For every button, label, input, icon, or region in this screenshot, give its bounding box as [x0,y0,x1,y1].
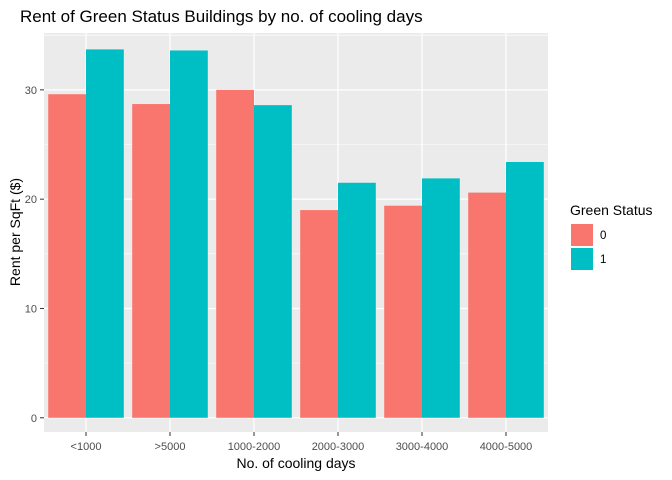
legend: Green Status 0 1 [570,202,653,270]
bar-series-1-2000-3000 [338,182,376,418]
bar-series-0-<1000 [48,94,86,418]
x-axis: <1000 >5000 1000-2000 2000-3000 3000-4000 400… [71,432,533,453]
y-tick-label: 0 [31,413,37,425]
y-tick-label: 20 [25,194,37,206]
plot-panel [44,33,548,432]
x-tick-label: 1000-2000 [228,441,281,453]
bars [48,49,544,418]
bar-series-0-1000-2000 [216,89,254,418]
bar-series-1-3000-4000 [422,178,460,418]
bar-series-0-3000-4000 [384,205,422,418]
y-axis: 0 10 20 30 [25,85,44,425]
legend-key-0 [571,224,593,246]
bar-series-0-2000-3000 [300,210,338,418]
bar-series-0->5000 [132,104,170,418]
bar-series-1-4000-5000 [506,161,544,418]
chart-title: Rent of Green Status Buildings by no. of… [20,7,423,26]
legend-key-1 [571,248,593,270]
bar-series-1-1000-2000 [254,105,292,418]
bar-series-1-<1000 [86,49,124,418]
x-tick-label: <1000 [71,441,102,453]
x-tick-label: 2000-3000 [312,441,365,453]
y-tick-label: 10 [25,303,37,315]
legend-title: Green Status [570,202,653,218]
legend-label-0: 0 [600,230,606,242]
x-axis-title: No. of cooling days [236,455,355,471]
x-tick-label: 4000-5000 [480,441,533,453]
x-tick-label: >5000 [155,441,186,453]
legend-label-1: 1 [600,254,606,266]
bar-series-0-4000-5000 [468,192,506,418]
x-tick-label: 3000-4000 [396,441,449,453]
y-axis-title: Rent per SqFt ($) [7,178,23,286]
y-tick-label: 30 [25,85,37,97]
bar-series-1->5000 [170,50,208,418]
